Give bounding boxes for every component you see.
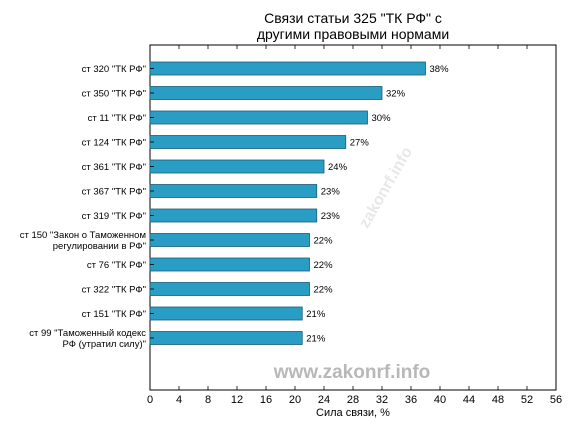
- category-label: ст 124 "ТК РФ": [82, 138, 146, 149]
- bar: [149, 306, 303, 321]
- value-label: 22%: [314, 236, 334, 247]
- value-label: 21%: [306, 309, 326, 320]
- category-label: ст 319 "ТК РФ": [82, 211, 146, 222]
- category-labels: ст 320 "ТК РФ" ст 350 "ТК РФ" ст 11 "ТК РФ…: [20, 64, 154, 350]
- x-tick-label: 32: [376, 394, 388, 406]
- bar: [149, 331, 303, 345]
- category-label: ст 99 "Таможенный кодекс: [29, 328, 146, 339]
- x-tick-label: 48: [492, 394, 504, 406]
- category-label: ст 361 "ТК РФ": [82, 162, 146, 173]
- value-label: 38%: [430, 64, 450, 75]
- x-tick-label: 24: [318, 394, 330, 406]
- value-label: 24%: [328, 162, 348, 173]
- x-tick-label: 0: [147, 394, 153, 406]
- value-label: 21%: [306, 334, 326, 345]
- bar: [149, 135, 347, 149]
- value-label: 32%: [386, 89, 406, 100]
- x-tick-label: 8: [205, 394, 211, 406]
- category-label: ст 11 "ТК РФ": [88, 113, 146, 124]
- bar: [149, 61, 426, 76]
- x-tick-label: 16: [260, 394, 272, 406]
- bar: [149, 184, 318, 198]
- bar: [149, 110, 368, 125]
- category-label: ст 322 "ТК РФ": [82, 285, 146, 296]
- x-tick-label: 4: [176, 394, 182, 406]
- value-label: 23%: [321, 211, 341, 222]
- bar: [149, 159, 325, 174]
- value-label: 23%: [321, 187, 341, 198]
- category-label: ст 151 "ТК РФ": [82, 309, 146, 320]
- watermark: www.zakonrf.info: [273, 362, 431, 383]
- x-tick-label: 44: [463, 394, 475, 406]
- x-axis-ticks: 0 4 8 12 16 20 24 28 32 36 40 44 48 52 56: [147, 45, 562, 406]
- x-tick-label: 20: [289, 394, 301, 406]
- category-label: ст 367 "ТК РФ": [82, 187, 146, 198]
- category-label: РФ (утратил силу)": [63, 339, 146, 350]
- bars: [149, 61, 426, 345]
- x-tick-label: 40: [434, 394, 446, 406]
- category-label: ст 150 "Закон о Таможенном: [20, 230, 146, 241]
- chart-title-line: Связи статьи 325 "ТК РФ" с: [264, 10, 442, 26]
- x-tick-label: 28: [347, 394, 359, 406]
- bar: [149, 208, 318, 223]
- category-label: ст 320 "ТК РФ": [82, 64, 146, 75]
- category-label: регулировании в РФ": [53, 241, 146, 252]
- value-label: 22%: [314, 260, 334, 271]
- value-label: 22%: [314, 285, 334, 296]
- category-label: ст 350 "ТК РФ": [82, 89, 146, 100]
- x-tick-label: 12: [231, 394, 243, 406]
- bar: [149, 233, 310, 247]
- value-label: 30%: [372, 113, 392, 124]
- x-tick-label: 36: [405, 394, 417, 406]
- chart-title-line: другими правовыми нормами: [257, 26, 449, 42]
- x-tick-label: 56: [550, 394, 562, 406]
- x-tick-label: 52: [521, 394, 533, 406]
- value-label: 27%: [350, 138, 370, 149]
- bar: [149, 257, 310, 272]
- x-axis-title: Сила связи, %: [316, 407, 390, 419]
- bar: [149, 282, 310, 296]
- bar: [149, 86, 383, 100]
- value-labels: 38% 32% 30% 27% 24% 23% 23% 22% 22% 22% 21% 21%: [306, 64, 449, 345]
- category-label: ст 76 "ТК РФ": [87, 260, 146, 271]
